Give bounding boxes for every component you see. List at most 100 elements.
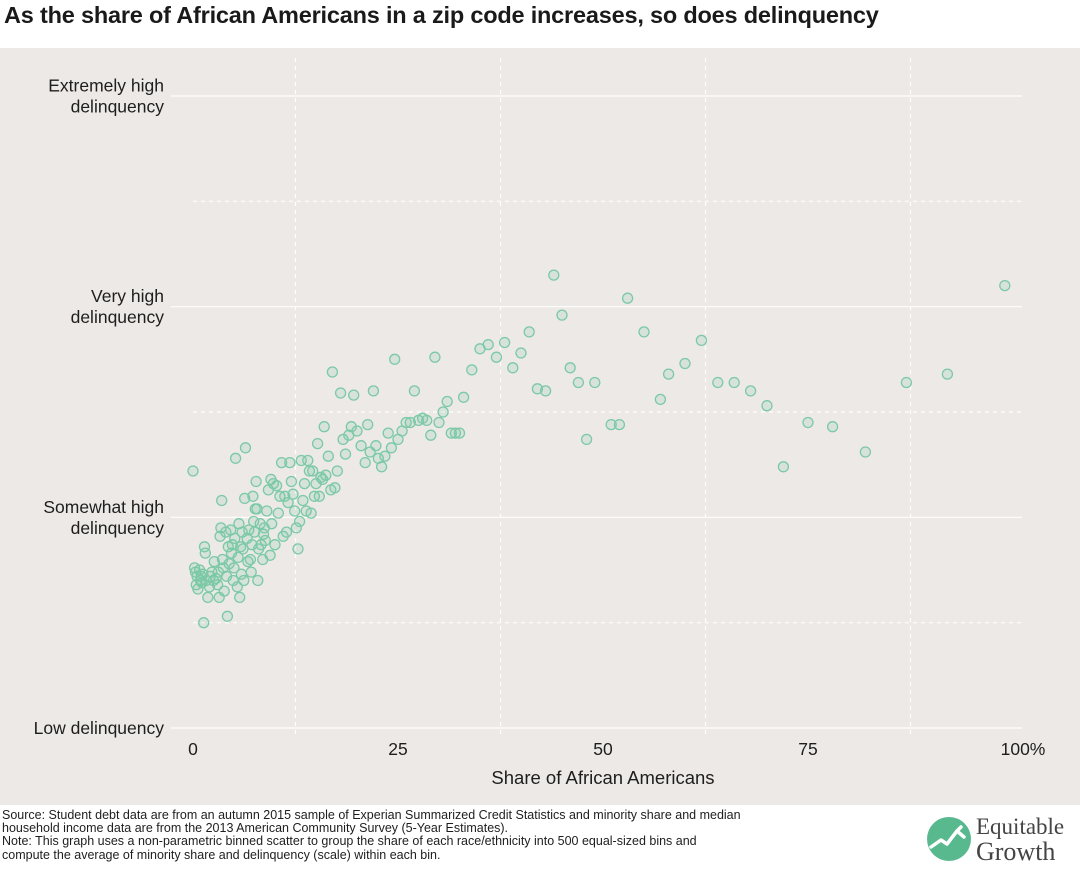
y-tick-label: Very high (91, 286, 164, 306)
logo-line-2: Growth (976, 837, 1056, 866)
x-tick-label: 100% (1001, 739, 1046, 759)
data-point (482, 338, 494, 351)
data-point (292, 543, 304, 555)
equitable-growth-logo: Equitable Growth (924, 814, 1080, 866)
x-tick-label: 25 (388, 739, 407, 759)
data-point (359, 456, 371, 469)
data-point (255, 539, 267, 551)
data-point (449, 427, 462, 439)
data-point (275, 456, 288, 469)
data-point (445, 427, 457, 439)
data-point (297, 494, 309, 507)
data-point (239, 492, 251, 505)
data-point (761, 400, 773, 412)
y-tick-label: Somewhat high (43, 497, 164, 517)
data-point (382, 427, 394, 439)
data-point (777, 461, 790, 473)
data-point (259, 534, 271, 547)
data-point (728, 376, 740, 389)
note-line-1: Note: This graph uses a non-parametric b… (2, 834, 697, 849)
data-point (351, 425, 363, 437)
data-point (621, 292, 634, 304)
data-point (331, 465, 343, 477)
data-point (244, 553, 257, 566)
data-point (941, 368, 954, 380)
data-point (826, 421, 839, 433)
data-point (362, 418, 374, 431)
data-point (404, 416, 416, 429)
data-point (498, 336, 511, 349)
data-point (322, 450, 334, 462)
data-point (654, 393, 667, 406)
data-point (250, 475, 262, 488)
data-point (712, 376, 724, 389)
source-line-2: household income data are from the 2013 … (2, 821, 509, 836)
data-point (326, 366, 339, 378)
data-point (198, 617, 210, 629)
data-point (457, 391, 470, 403)
data-point (203, 581, 216, 593)
data-point (280, 526, 293, 538)
data-point (355, 440, 367, 452)
y-tick-label: Low delinquency (34, 718, 165, 738)
x-tick-label: 50 (593, 739, 613, 759)
data-point (211, 579, 224, 591)
data-point (900, 376, 913, 389)
data-point (270, 480, 283, 492)
data-point (234, 591, 246, 604)
data-point (290, 522, 302, 534)
data-point (284, 456, 296, 469)
data-point (218, 585, 230, 597)
data-point (334, 387, 347, 399)
data-point (548, 269, 560, 281)
data-point (279, 490, 291, 502)
data-point (287, 488, 299, 500)
data-point (429, 351, 441, 363)
data-point (564, 362, 576, 374)
data-point (208, 555, 220, 568)
data-point (254, 518, 266, 530)
data-point (433, 416, 445, 429)
data-point (307, 465, 319, 477)
data-point (232, 551, 244, 564)
data-point (313, 490, 325, 502)
data-point (375, 461, 388, 473)
data-point (523, 326, 535, 338)
data-point (269, 539, 281, 551)
data-point (302, 454, 314, 467)
data-point (214, 530, 226, 542)
data-point (238, 574, 250, 587)
data-point (298, 477, 311, 490)
data-point (421, 414, 433, 427)
data-point (303, 465, 316, 477)
data-point (679, 357, 691, 370)
data-point (239, 442, 252, 454)
data-point (229, 532, 241, 545)
data-point (531, 383, 544, 395)
data-point (187, 465, 199, 477)
data-point (348, 389, 360, 401)
data-point (389, 353, 401, 365)
data-point (605, 418, 617, 431)
data-point (293, 515, 306, 528)
data-point (305, 507, 317, 519)
data-point (400, 416, 412, 429)
data-point (289, 505, 301, 517)
data-point (490, 351, 503, 363)
data-points (187, 269, 1011, 629)
data-point (379, 450, 391, 462)
data-point (802, 416, 814, 429)
data-point (580, 433, 593, 446)
y-tick-label: delinquency (71, 518, 165, 538)
data-point (572, 376, 585, 389)
data-point (367, 385, 380, 397)
data-point (638, 326, 650, 338)
data-point (251, 503, 263, 515)
chart-title: As the share of African Americans in a z… (4, 2, 879, 28)
data-point (385, 442, 398, 454)
footer-notes: Source: Student debt data are from an au… (2, 808, 872, 862)
data-point (539, 385, 552, 397)
x-tick-labels: 0 25 50 75 100% (188, 739, 1045, 759)
data-point (662, 368, 675, 380)
